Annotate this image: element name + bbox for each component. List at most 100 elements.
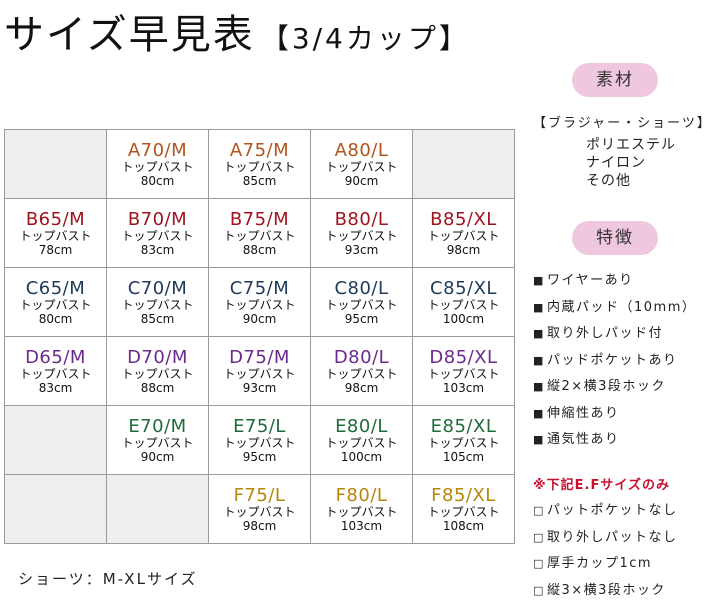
top-bust-label: トップバスト — [413, 229, 514, 243]
empty-cell — [5, 130, 107, 199]
empty-square-bullet-icon: □ — [533, 498, 547, 525]
size-code: A70/M — [107, 141, 208, 160]
square-bullet-icon: ■ — [533, 268, 547, 295]
top-bust-value: 85cm — [209, 174, 310, 188]
top-bust-value: 80cm — [5, 312, 106, 326]
top-bust-value: 103cm — [413, 381, 514, 395]
feature-item: ■パッドポケットあり — [533, 348, 696, 375]
ef-size-note-list: □パットポケットなし □取り外しパットなし □厚手カップ1cm □縦3×横3段ホ… — [533, 498, 678, 604]
size-code: A75/M — [209, 141, 310, 160]
top-bust-label: トップバスト — [311, 436, 412, 450]
top-bust-value: 80cm — [107, 174, 208, 188]
top-bust-value: 95cm — [311, 312, 412, 326]
top-bust-value: 90cm — [209, 312, 310, 326]
empty-cell — [107, 475, 209, 544]
top-bust-value: 90cm — [311, 174, 412, 188]
size-code: C80/L — [311, 279, 412, 298]
top-bust-label: トップバスト — [209, 160, 310, 174]
top-bust-label: トップバスト — [209, 298, 310, 312]
size-code: B65/M — [5, 210, 106, 229]
size-code: B75/M — [209, 210, 310, 229]
top-bust-value: 93cm — [209, 381, 310, 395]
top-bust-label: トップバスト — [5, 229, 106, 243]
top-bust-label: トップバスト — [107, 367, 208, 381]
top-bust-label: トップバスト — [107, 436, 208, 450]
material-item: その他 — [586, 172, 676, 190]
size-code: C70/M — [107, 279, 208, 298]
square-bullet-icon: ■ — [533, 321, 547, 348]
empty-cell — [5, 406, 107, 475]
note-item: □縦3×横3段ホック — [533, 578, 678, 604]
top-bust-value: 88cm — [209, 243, 310, 257]
top-bust-label: トップバスト — [311, 298, 412, 312]
size-code: F85/XL — [413, 486, 514, 505]
empty-cell — [5, 475, 107, 544]
size-code: C65/M — [5, 279, 106, 298]
top-bust-label: トップバスト — [209, 229, 310, 243]
feature-item: ■通気性あり — [533, 427, 696, 454]
empty-square-bullet-icon: □ — [533, 578, 547, 604]
size-code: E75/L — [209, 417, 310, 436]
top-bust-label: トップバスト — [311, 160, 412, 174]
title-main: サイズ早見表 — [4, 12, 255, 58]
size-code: A80/L — [311, 141, 412, 160]
ef-size-note-heading: ※下記E.Fサイズのみ — [533, 474, 670, 493]
square-bullet-icon: ■ — [533, 427, 547, 454]
top-bust-value: 95cm — [209, 450, 310, 464]
size-code: D80/L — [311, 348, 412, 367]
size-code: F75/L — [209, 486, 310, 505]
page-title: サイズ早見表【3/4カップ】 — [4, 2, 470, 60]
feature-item: ■取り外しパッド付 — [533, 321, 696, 348]
top-bust-label: トップバスト — [311, 367, 412, 381]
size-code: F80/L — [311, 486, 412, 505]
feature-item: ■内蔵パッド（10mm） — [533, 295, 696, 322]
top-bust-value: 103cm — [311, 519, 412, 533]
note-item: □パットポケットなし — [533, 498, 678, 525]
top-bust-value: 78cm — [5, 243, 106, 257]
material-item: ポリエステル — [586, 136, 676, 154]
size-code: C75/M — [209, 279, 310, 298]
size-code: D85/XL — [413, 348, 514, 367]
size-code: B80/L — [311, 210, 412, 229]
top-bust-value: 98cm — [209, 519, 310, 533]
top-bust-label: トップバスト — [413, 298, 514, 312]
top-bust-value: 100cm — [413, 312, 514, 326]
top-bust-label: トップバスト — [209, 505, 310, 519]
size-code: E70/M — [107, 417, 208, 436]
top-bust-label: トップバスト — [413, 505, 514, 519]
size-code: E85/XL — [413, 417, 514, 436]
material-item: ナイロン — [586, 154, 676, 172]
material-heading: 【ブラジャー・ショーツ】 — [533, 112, 712, 131]
top-bust-label: トップバスト — [209, 367, 310, 381]
top-bust-label: トップバスト — [209, 436, 310, 450]
top-bust-value: 85cm — [107, 312, 208, 326]
size-code: C85/XL — [413, 279, 514, 298]
top-bust-value: 93cm — [311, 243, 412, 257]
empty-cell — [413, 130, 515, 199]
